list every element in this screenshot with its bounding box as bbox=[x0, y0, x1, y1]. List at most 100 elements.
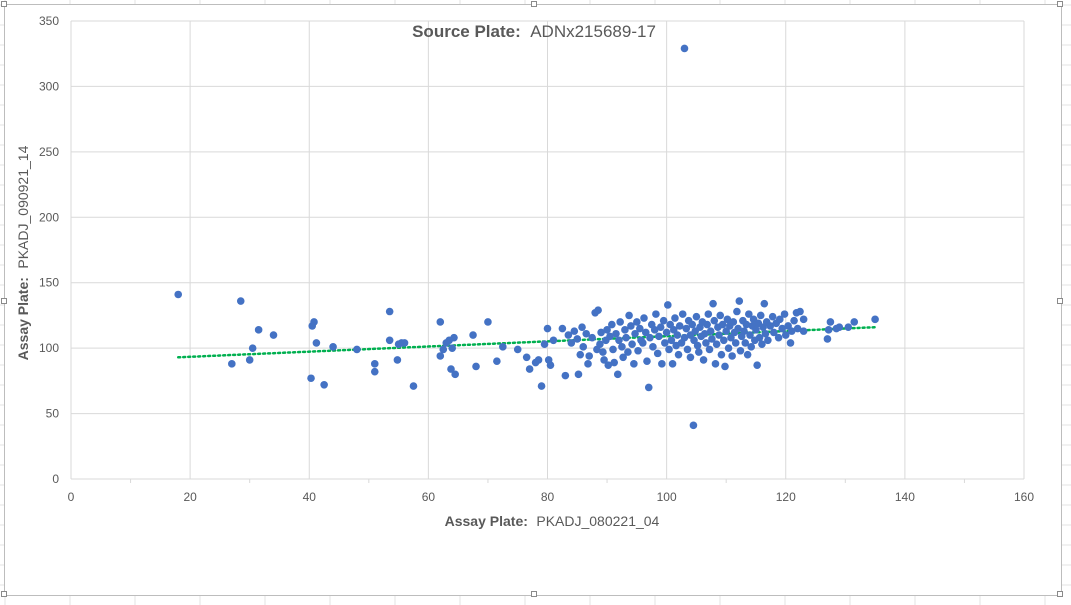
data-point[interactable] bbox=[659, 316, 668, 325]
data-point[interactable] bbox=[753, 361, 761, 369]
data-point[interactable] bbox=[320, 380, 328, 389]
data-point[interactable] bbox=[472, 362, 480, 371]
data-point[interactable] bbox=[597, 328, 605, 337]
data-point[interactable] bbox=[649, 343, 657, 351]
data-point[interactable] bbox=[400, 339, 409, 347]
data-point[interactable] bbox=[678, 310, 687, 318]
data-point[interactable] bbox=[756, 311, 765, 320]
data-point[interactable] bbox=[612, 329, 620, 338]
data-point[interactable] bbox=[534, 356, 543, 364]
data-point[interactable] bbox=[746, 331, 754, 339]
data-point[interactable] bbox=[692, 312, 701, 321]
data-point[interactable] bbox=[310, 318, 318, 326]
data-point[interactable] bbox=[370, 367, 379, 376]
data-point[interactable] bbox=[576, 350, 585, 359]
chart-title[interactable]: Source Plate: ADNx215689-17 bbox=[412, 22, 656, 41]
data-point[interactable] bbox=[370, 360, 379, 368]
data-point[interactable] bbox=[680, 44, 689, 53]
data-point[interactable] bbox=[513, 345, 522, 354]
data-point[interactable] bbox=[522, 353, 531, 362]
data-point[interactable] bbox=[761, 329, 770, 338]
data-point[interactable] bbox=[451, 370, 459, 379]
data-point[interactable] bbox=[646, 333, 654, 342]
data-point[interactable] bbox=[658, 360, 666, 368]
data-point[interactable] bbox=[624, 348, 632, 356]
data-point[interactable] bbox=[734, 324, 742, 333]
data-point[interactable] bbox=[174, 290, 183, 299]
data-point[interactable] bbox=[693, 341, 702, 350]
resize-handle-top-left[interactable] bbox=[1, 1, 7, 7]
data-point[interactable] bbox=[683, 345, 692, 354]
data-point[interactable] bbox=[436, 318, 445, 326]
data-point[interactable] bbox=[656, 323, 665, 332]
data-point[interactable] bbox=[450, 333, 458, 342]
data-point[interactable] bbox=[686, 353, 695, 362]
data-point[interactable] bbox=[661, 339, 669, 347]
data-point[interactable] bbox=[742, 320, 751, 329]
data-point[interactable] bbox=[850, 318, 859, 326]
data-point[interactable] bbox=[537, 382, 546, 390]
data-point[interactable] bbox=[603, 326, 611, 334]
data-point[interactable] bbox=[700, 329, 709, 338]
data-point[interactable] bbox=[675, 322, 684, 330]
data-point[interactable] bbox=[741, 339, 750, 347]
data-point[interactable] bbox=[826, 318, 835, 326]
data-point[interactable] bbox=[664, 301, 672, 309]
data-point[interactable] bbox=[608, 320, 616, 329]
data-point[interactable] bbox=[665, 345, 673, 354]
data-point[interactable] bbox=[787, 327, 796, 335]
data-point[interactable] bbox=[546, 361, 555, 369]
data-point[interactable] bbox=[650, 326, 659, 334]
data-point[interactable] bbox=[835, 323, 844, 332]
resize-handle-bottom[interactable] bbox=[531, 591, 537, 597]
resize-handle-right[interactable] bbox=[1057, 298, 1063, 304]
data-point[interactable] bbox=[640, 314, 648, 322]
data-point[interactable] bbox=[728, 352, 736, 360]
data-point[interactable] bbox=[618, 343, 626, 351]
data-point[interactable] bbox=[871, 315, 879, 324]
data-point[interactable] bbox=[269, 331, 278, 339]
chart-area[interactable]: 0 50 100 150 200 250 300 350 0 20 40 60 80 100 120 140 1… bbox=[1, 1, 1063, 597]
data-point[interactable] bbox=[409, 382, 418, 390]
data-point[interactable] bbox=[711, 360, 720, 368]
data-point[interactable] bbox=[760, 299, 769, 308]
data-point[interactable] bbox=[329, 343, 337, 351]
data-point[interactable] bbox=[770, 328, 778, 337]
data-point[interactable] bbox=[716, 311, 725, 320]
data-point[interactable] bbox=[824, 326, 833, 334]
data-point[interactable] bbox=[615, 336, 623, 345]
data-point[interactable] bbox=[710, 316, 719, 325]
data-point[interactable] bbox=[674, 350, 683, 359]
data-point[interactable] bbox=[799, 315, 808, 324]
data-point[interactable] bbox=[610, 358, 619, 367]
data-point[interactable] bbox=[740, 327, 748, 335]
data-point[interactable] bbox=[731, 339, 740, 347]
data-point[interactable] bbox=[561, 371, 570, 380]
resize-handle-left[interactable] bbox=[1, 298, 7, 304]
data-point[interactable] bbox=[702, 339, 710, 347]
data-point[interactable] bbox=[766, 322, 775, 330]
data-point[interactable] bbox=[606, 332, 614, 341]
data-point[interactable] bbox=[704, 310, 713, 318]
data-point[interactable] bbox=[774, 333, 783, 342]
trendline[interactable] bbox=[176, 325, 877, 359]
data-point[interactable] bbox=[600, 356, 608, 364]
data-point[interactable] bbox=[639, 339, 647, 347]
data-point[interactable] bbox=[549, 336, 558, 345]
data-point[interactable] bbox=[644, 383, 653, 392]
data-point[interactable] bbox=[312, 339, 321, 347]
data-point[interactable] bbox=[662, 328, 671, 337]
data-point[interactable] bbox=[729, 318, 738, 326]
data-point[interactable] bbox=[689, 421, 698, 430]
data-point[interactable] bbox=[768, 312, 777, 321]
data-point[interactable] bbox=[525, 365, 534, 373]
data-point[interactable] bbox=[778, 324, 786, 333]
data-point[interactable] bbox=[594, 306, 602, 314]
data-point[interactable] bbox=[447, 365, 455, 373]
data-point[interactable] bbox=[668, 360, 677, 368]
data-point[interactable] bbox=[236, 297, 245, 305]
data-point[interactable] bbox=[627, 322, 635, 330]
data-point[interactable] bbox=[631, 329, 639, 338]
data-point[interactable] bbox=[733, 307, 741, 316]
data-point[interactable] bbox=[775, 315, 784, 324]
